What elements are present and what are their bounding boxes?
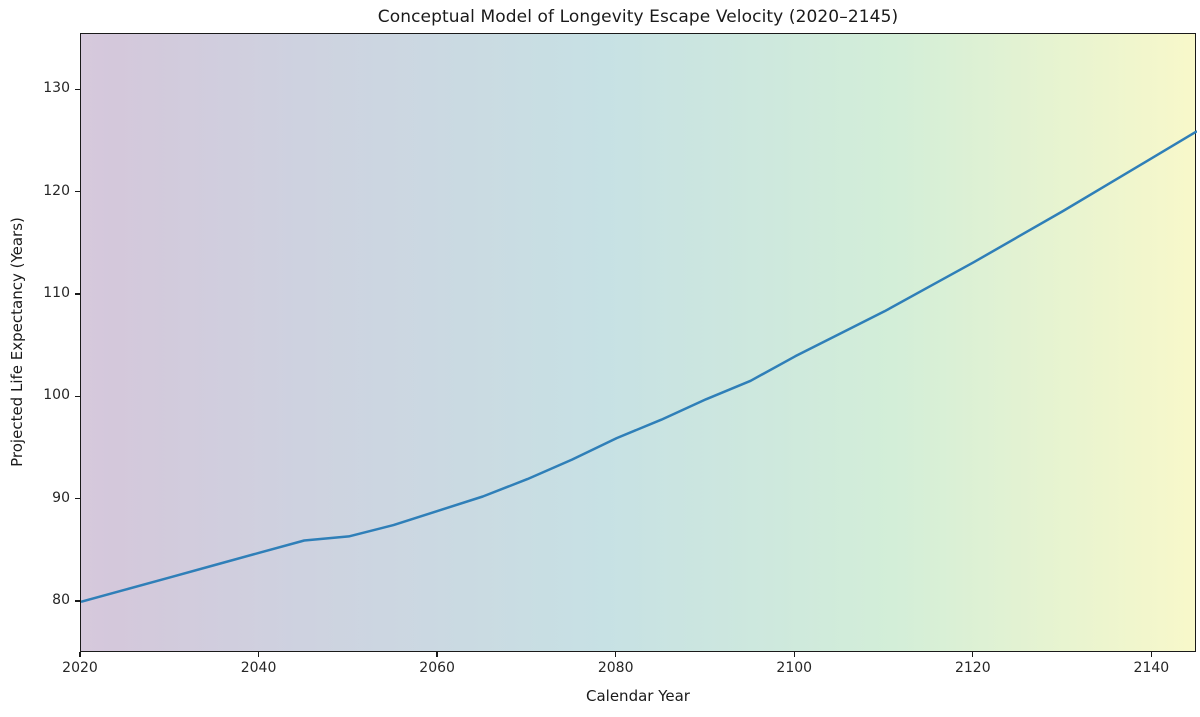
x-tick-label: 2020 xyxy=(62,660,98,676)
y-tick-mark xyxy=(75,293,80,295)
x-tick-mark xyxy=(793,652,795,657)
life-expectancy-line-plot xyxy=(81,130,1197,604)
y-tick-label: 80 xyxy=(52,591,70,608)
y-tick-mark xyxy=(75,88,80,90)
y-tick-label: 120 xyxy=(43,182,70,199)
x-tick-label: 2060 xyxy=(419,660,455,676)
y-tick-mark xyxy=(75,497,80,500)
y-tick-label: 130 xyxy=(43,80,70,97)
x-tick-label: 2040 xyxy=(240,660,277,676)
x-tick-mark xyxy=(257,652,260,657)
x-tick-mark xyxy=(972,652,974,657)
chart-title: Conceptual Model of Longevity Escape Vel… xyxy=(377,7,899,27)
x-tick-label: 2080 xyxy=(597,660,634,676)
x-tick-label: 2140 xyxy=(1133,660,1170,676)
x-tick-mark xyxy=(614,652,617,657)
y-tick-label: 110 xyxy=(43,284,70,301)
x-tick-mark xyxy=(79,652,81,657)
y-tick-mark xyxy=(75,600,80,602)
y-tick-label: 100 xyxy=(43,387,70,404)
y-tick-label: 90 xyxy=(52,489,70,506)
plot-area xyxy=(80,33,1197,652)
projection-line xyxy=(81,130,1197,604)
x-tick-label: 2120 xyxy=(954,660,991,676)
y-tick-mark xyxy=(75,190,80,193)
y-tick-mark xyxy=(75,395,80,397)
x-tick-mark xyxy=(436,652,438,657)
x-tick-mark xyxy=(1150,652,1153,657)
x-axis-label: Calendar Year xyxy=(586,687,690,705)
y-axis-label: Projected Life Expectancy (Years) xyxy=(8,217,26,467)
x-tick-label: 2100 xyxy=(776,660,813,676)
